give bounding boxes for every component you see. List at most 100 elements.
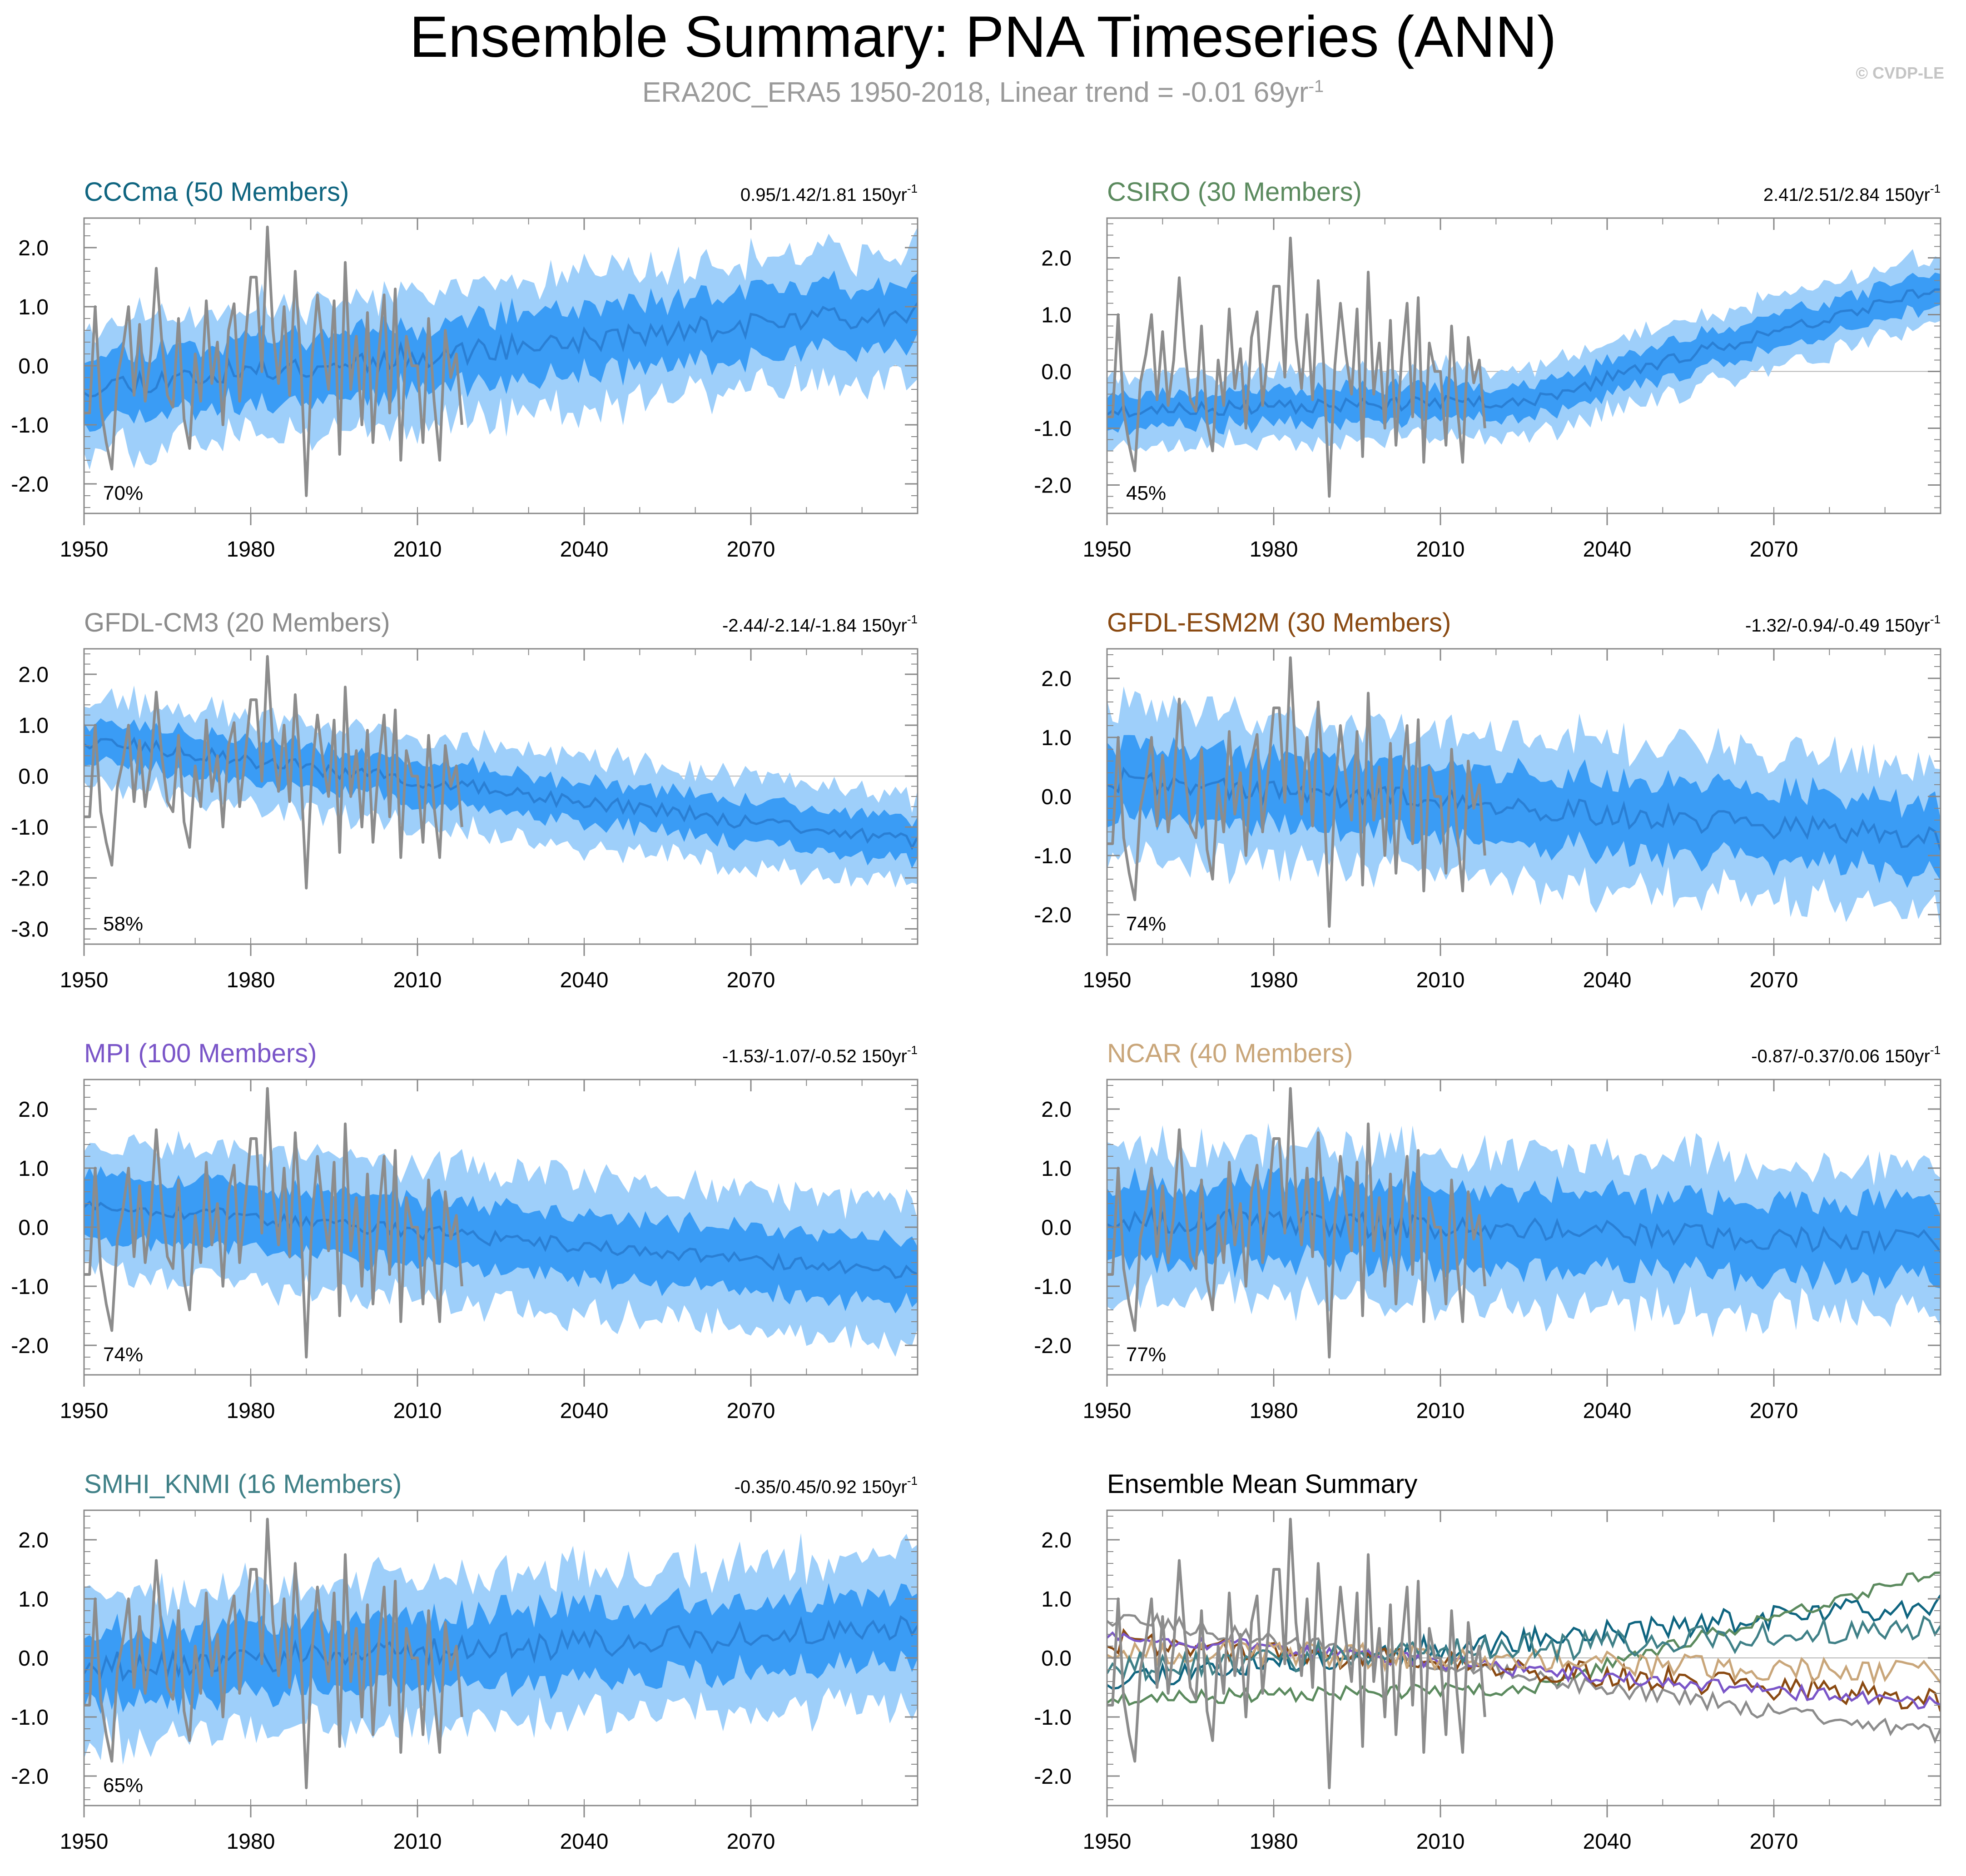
observations-line [84, 655, 463, 890]
panel-cccma: CCCma (50 Members) 0.95/1.42/1.81 150yr-1… [11, 177, 918, 562]
x-tick-label: 2010 [393, 537, 442, 562]
x-tick-label: 1950 [1083, 1830, 1132, 1854]
y-tick-label: -1.0 [11, 1706, 49, 1730]
panel-ncar: NCAR (40 Members) -0.87/-0.37/0.06 150yr-… [1034, 1039, 1941, 1423]
y-tick-label: -2.0 [1034, 474, 1072, 498]
trend-exponent: -1 [907, 182, 918, 195]
y-tick-label: 2.0 [18, 236, 49, 260]
series-line-mpi [1107, 1631, 1941, 1710]
y-tick-label: 1.0 [18, 1587, 49, 1612]
ensemble-mean-line [1107, 766, 1941, 851]
plot-area [1107, 236, 1941, 498]
observations-line [1107, 656, 1486, 928]
y-tick-label: -2.0 [11, 1765, 49, 1789]
x-tick-label: 1980 [1250, 1399, 1298, 1423]
x-tick-label: 2040 [560, 1399, 609, 1423]
trend-exponent: -1 [1930, 1043, 1941, 1057]
x-tick-label: 1950 [60, 968, 109, 992]
y-tick-label: -1.0 [1034, 1706, 1072, 1730]
observations-line [84, 225, 463, 497]
y-tick-label: 1.0 [1041, 304, 1072, 328]
y-tick-label: -3.0 [11, 917, 49, 941]
y-tick-label: 0.0 [1041, 785, 1072, 809]
ensemble-mean-line [84, 736, 918, 851]
x-tick-label: 2040 [560, 1830, 609, 1854]
x-tick-label: 2040 [1583, 1399, 1632, 1423]
y-tick-label: 1.0 [18, 295, 49, 319]
x-tick-label: 2010 [1416, 1399, 1465, 1423]
plot-area [1107, 1087, 1941, 1358]
series-line-ncar [1107, 1637, 1941, 1686]
panel-csiro: CSIRO (30 Members) 2.41/2.51/2.84 150yr-1… [1034, 177, 1941, 562]
panel-mpi: MPI (100 Members) -1.53/-1.07/-0.52 150yr… [11, 1039, 918, 1423]
y-tick-label: 2.0 [1041, 1528, 1072, 1553]
y-tick-label: -2.0 [1034, 903, 1072, 927]
trend-label: -1.53/-1.07/-0.52 150yr-1 [722, 1043, 918, 1066]
trend-label: -0.35/0.45/0.92 150yr-1 [735, 1474, 918, 1497]
panel-title: NCAR (40 Members) [1107, 1039, 1353, 1068]
y-tick-label: 0.0 [1041, 1216, 1072, 1240]
x-tick-label: 2040 [1583, 968, 1632, 992]
x-tick-label: 2070 [1750, 1399, 1798, 1423]
panel-gfdl-esm2m: GFDL-ESM2M (30 Members) -1.32/-0.94/-0.49… [1034, 608, 1941, 992]
y-tick-label: 0.0 [18, 765, 49, 789]
trend-label: 0.95/1.42/1.81 150yr-1 [740, 182, 918, 205]
series-line-gfdl-cm3 [1107, 1612, 1941, 1744]
x-tick-label: 1950 [1083, 537, 1132, 562]
x-tick-label: 1980 [1250, 537, 1298, 562]
panel-gfdl-cm3: GFDL-CM3 (20 Members) -2.44/-2.14/-1.84 1… [11, 608, 918, 992]
ensemble-mean-line [84, 302, 918, 398]
panel-smhi_knmi: SMHI_KNMI (16 Members) -0.35/0.45/0.92 15… [11, 1469, 918, 1854]
y-tick-label: 1.0 [1041, 726, 1072, 750]
y-tick-label: 2.0 [18, 1528, 49, 1553]
x-tick-label: 2040 [1583, 537, 1632, 562]
y-tick-label: -2.0 [11, 1334, 49, 1358]
panel-title: CCCma (50 Members) [84, 177, 349, 207]
inner-spread-band [1107, 272, 1941, 435]
x-tick-label: 1950 [1083, 968, 1132, 992]
y-tick-label: 2.0 [1041, 247, 1072, 271]
x-tick-label: 2010 [1416, 537, 1465, 562]
observations-line [1107, 1087, 1486, 1358]
x-tick-label: 2010 [393, 1830, 442, 1854]
panel-summary: Ensemble Mean Summary -2.0 -1.0 0.0 1.0 2.0 19… [1034, 1469, 1941, 1854]
panel-title: CSIRO (30 Members) [1107, 177, 1362, 207]
panel-title: SMHI_KNMI (16 Members) [84, 1469, 402, 1499]
y-tick-label: 1.0 [18, 1157, 49, 1181]
y-tick-label: 0.0 [18, 1216, 49, 1240]
observations-line [84, 1087, 463, 1358]
plot-area [1107, 1518, 1941, 1789]
x-tick-label: 2070 [1750, 537, 1798, 562]
y-tick-label: 2.0 [18, 663, 49, 687]
panel-title: GFDL-CM3 (20 Members) [84, 608, 390, 637]
x-tick-label: 2070 [1750, 1830, 1798, 1854]
observations-line [84, 1518, 463, 1789]
series-line-cccma [1107, 1594, 1941, 1690]
y-tick-label: 1.0 [1041, 1587, 1072, 1612]
x-tick-label: 2010 [393, 1399, 442, 1423]
x-tick-label: 1980 [1250, 1830, 1298, 1854]
trend-label: -0.87/-0.37/0.06 150yr-1 [1751, 1043, 1941, 1066]
y-tick-label: -1.0 [1034, 417, 1072, 441]
x-tick-label: 2070 [727, 968, 775, 992]
plot-area [84, 655, 918, 890]
plot-frame [1106, 217, 1941, 514]
y-tick-label: 2.0 [18, 1098, 49, 1122]
y-tick-label: -1.0 [1034, 1275, 1072, 1299]
panel-title: MPI (100 Members) [84, 1039, 317, 1068]
inner-spread-band [84, 1583, 918, 1715]
x-tick-label: 2070 [727, 537, 775, 562]
x-tick-label: 1980 [227, 537, 275, 562]
percent-label: 65% [103, 1774, 143, 1796]
plot-area [84, 1518, 918, 1789]
panel-title: GFDL-ESM2M (30 Members) [1107, 608, 1451, 637]
x-tick-label: 1950 [60, 1830, 109, 1854]
trend-exponent: -1 [1930, 612, 1941, 626]
series-line-csiro [1107, 1571, 1941, 1707]
trend-label: -2.44/-2.14/-1.84 150yr-1 [722, 612, 918, 636]
x-tick-label: 2010 [1416, 968, 1465, 992]
x-tick-label: 2010 [1416, 1830, 1465, 1854]
y-tick-label: 1.0 [18, 714, 49, 738]
x-tick-label: 1980 [227, 1830, 275, 1854]
x-tick-label: 1950 [1083, 1399, 1132, 1423]
